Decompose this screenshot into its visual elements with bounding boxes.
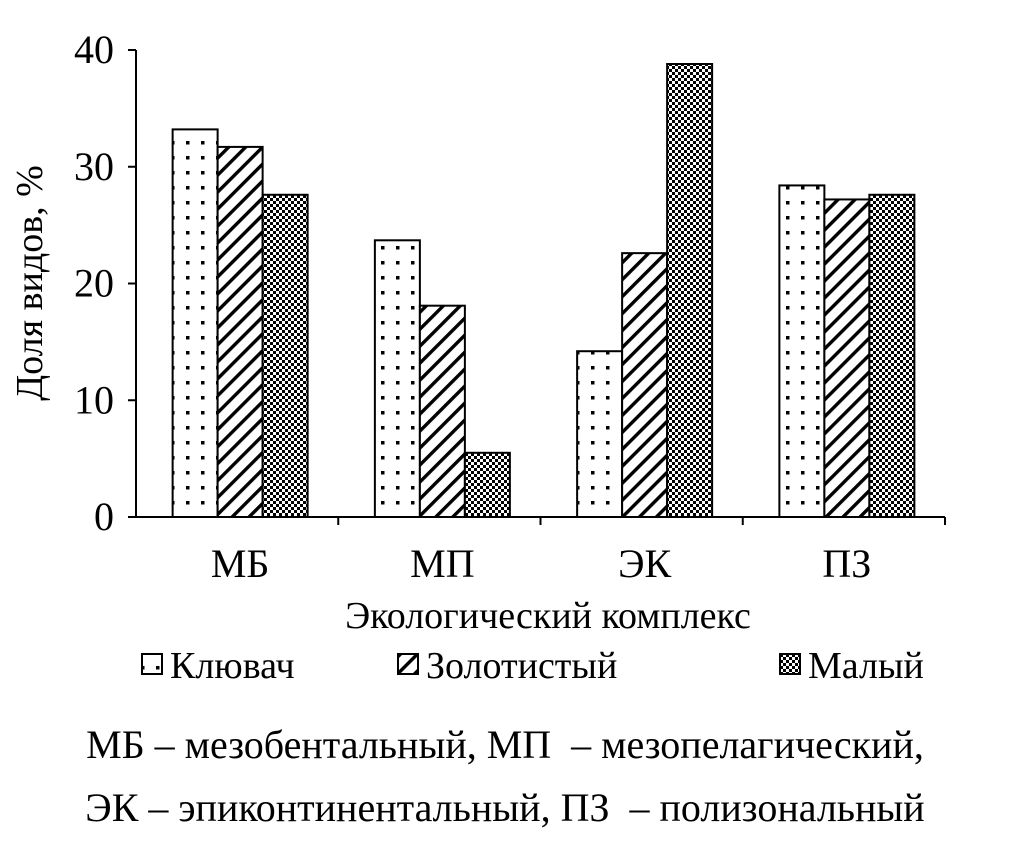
bars bbox=[171, 63, 916, 519]
bar-1-4 bbox=[778, 184, 826, 518]
y-axis-title: Доля видов, % bbox=[9, 165, 51, 401]
legend-label-3: Малый bbox=[808, 645, 924, 687]
y-ticks: 0 10 20 30 40 bbox=[74, 27, 136, 539]
legend-label-2: Золотистый bbox=[426, 645, 617, 687]
bar-2-2 bbox=[418, 304, 466, 518]
category-label: МП bbox=[410, 541, 474, 586]
y-tick-label: 0 bbox=[94, 494, 114, 539]
bar-1-2 bbox=[373, 239, 421, 519]
category-label: ПЗ bbox=[822, 541, 871, 586]
legend-label-1: Клювач bbox=[170, 645, 295, 687]
bar-3-4 bbox=[868, 193, 916, 519]
bar-1-1 bbox=[171, 128, 219, 518]
bar-3-1 bbox=[261, 193, 309, 519]
bar-2-4 bbox=[823, 198, 871, 518]
category-label: МБ bbox=[211, 541, 270, 586]
y-tick-label: 30 bbox=[74, 144, 114, 189]
legend-swatch-2 bbox=[397, 653, 419, 675]
legend-swatch-3 bbox=[779, 653, 801, 675]
bar-chart: 0 10 20 30 40 МБ МП ЭК ПЗ Доля видов, % Экологи… bbox=[9, 27, 946, 687]
bar-2-1 bbox=[216, 145, 264, 518]
legend: Клювач Золотистый Малый bbox=[141, 645, 924, 687]
bar-3-2 bbox=[463, 451, 511, 519]
y-tick-label: 40 bbox=[74, 27, 114, 72]
y-tick-label: 10 bbox=[74, 377, 114, 422]
legend-swatch-1 bbox=[141, 653, 163, 675]
caption-line-2: ЭК – эпиконтинентальный, ПЗ – полизональ… bbox=[85, 785, 925, 830]
bar-2-3 bbox=[621, 252, 669, 519]
bar-1-3 bbox=[576, 350, 624, 518]
category-label: ЭК bbox=[618, 541, 671, 586]
bar-3-3 bbox=[666, 63, 714, 518]
y-tick-label: 20 bbox=[74, 261, 114, 306]
category-labels: МБ МП ЭК ПЗ bbox=[211, 517, 946, 586]
caption-line-1: МБ – мезобентальный, МП – мезопелагическ… bbox=[86, 722, 924, 767]
x-axis-title: Экологический комплекс bbox=[345, 595, 751, 637]
